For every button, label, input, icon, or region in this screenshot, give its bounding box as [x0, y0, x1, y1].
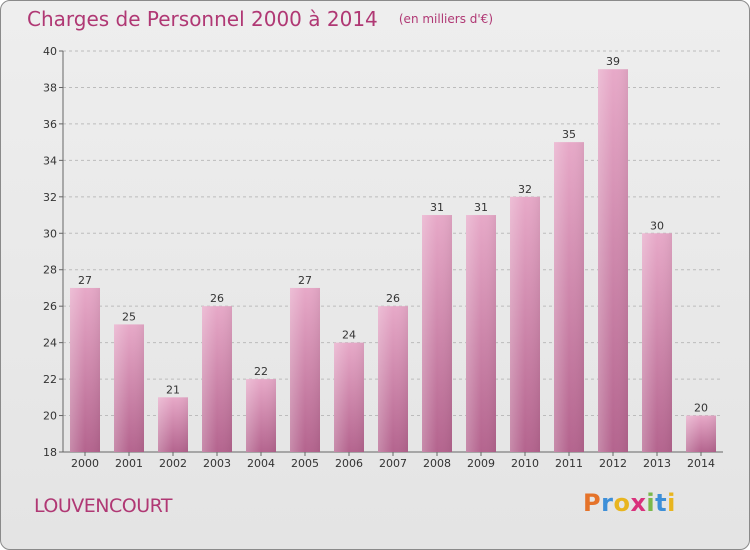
bar-shade	[642, 233, 672, 452]
bar-shade	[466, 215, 496, 452]
bar-shade	[686, 415, 716, 452]
x-tick-label: 2010	[511, 457, 539, 470]
bar-shade	[598, 69, 628, 453]
place-name: LOUVENCOURT	[34, 495, 173, 517]
value-labels: 27 25 21 26 22 27 24 26 31 31 32 35 39 30 20	[78, 55, 708, 414]
bar-shade	[554, 142, 584, 453]
logo-letter: r	[601, 489, 614, 517]
bar-shade	[378, 306, 408, 452]
y-tick-label: 34	[43, 154, 57, 167]
bar-shade	[334, 342, 364, 452]
y-tick-label: 30	[43, 227, 57, 240]
logo-letter: P	[583, 489, 602, 517]
y-tick-label: 20	[43, 410, 57, 423]
logo-letter: i	[667, 489, 676, 517]
logo-letter: x	[630, 489, 647, 517]
value-label: 27	[298, 274, 312, 287]
x-tick-label: 2005	[291, 457, 319, 470]
logo-letter: t	[655, 489, 668, 517]
x-tick-label: 2013	[643, 457, 671, 470]
value-label: 22	[254, 365, 268, 378]
x-tick-label: 2002	[159, 457, 187, 470]
y-tick-label: 28	[43, 264, 57, 277]
bar-shade	[422, 215, 452, 452]
value-label: 20	[694, 402, 708, 415]
y-tick-label: 38	[43, 81, 57, 94]
x-tick-label: 2004	[247, 457, 275, 470]
x-tick-label: 2006	[335, 457, 363, 470]
value-label: 24	[342, 329, 356, 342]
value-label: 31	[430, 201, 444, 214]
value-label: 30	[650, 219, 664, 232]
proxiti-logo: Proxiti	[583, 489, 676, 517]
value-label: 39	[606, 55, 620, 68]
value-label: 35	[562, 128, 576, 141]
x-tick-label: 2008	[423, 457, 451, 470]
value-label: 26	[210, 292, 224, 305]
x-tick-label: 2003	[203, 457, 231, 470]
y-tick-label: 32	[43, 191, 57, 204]
logo-letter: i	[646, 489, 656, 517]
x-tick-label: 2012	[599, 457, 627, 470]
value-label: 21	[166, 383, 180, 396]
logo-letter: o	[613, 489, 631, 517]
bar-shade	[202, 306, 232, 452]
x-tick-label: 2000	[71, 457, 99, 470]
bar-shade	[246, 379, 276, 452]
chart-subtitle: (en milliers d'€)	[398, 12, 493, 26]
x-tick-label: 2007	[379, 457, 407, 470]
chart-header: Charges de Personnel 2000 à 2014 (en mil…	[27, 7, 493, 31]
value-label: 32	[518, 183, 532, 196]
bar-shade	[290, 287, 320, 452]
x-tick-label: 2001	[115, 457, 143, 470]
x-tick-label: 2014	[687, 457, 715, 470]
chart-title: Charges de Personnel 2000 à 2014	[27, 7, 378, 31]
x-tick-label: 2009	[467, 457, 495, 470]
y-tick-label: 40	[43, 45, 57, 58]
value-label: 27	[78, 274, 92, 287]
x-tick-label: 2011	[555, 457, 583, 470]
y-tick-label: 24	[43, 337, 57, 350]
bar-shade	[510, 196, 540, 452]
bars	[70, 69, 716, 453]
value-label: 25	[122, 310, 136, 323]
bar-shade	[70, 287, 100, 452]
y-tick-label: 26	[43, 300, 57, 313]
y-tick-label: 18	[43, 446, 57, 459]
y-tick-label: 22	[43, 373, 57, 386]
bar-shade	[114, 324, 144, 452]
bar-shade	[158, 397, 188, 452]
value-label: 26	[386, 292, 400, 305]
y-tick-label: 36	[43, 118, 57, 131]
value-label: 31	[474, 201, 488, 214]
